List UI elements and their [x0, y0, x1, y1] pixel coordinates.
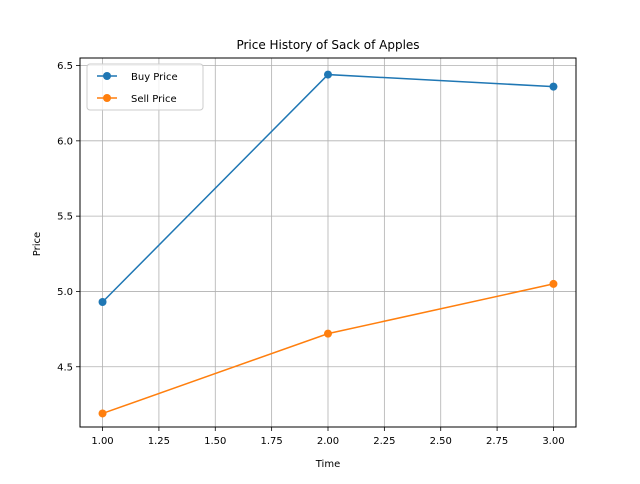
chart-title: Price History of Sack of Apples: [236, 38, 419, 52]
legend-swatch-marker: [103, 94, 111, 102]
grid: [80, 58, 576, 427]
data-point: [324, 70, 332, 79]
x-tick-label: 2.75: [486, 436, 508, 447]
x-tick-label: 2.50: [430, 436, 452, 447]
legend: Buy Price Sell Price: [86, 63, 204, 111]
y-axis: 4.5 5.0 5.5 6.0 6.5: [57, 61, 80, 373]
x-tick-label: 3.00: [542, 436, 564, 447]
x-axis-label: Time: [315, 459, 340, 470]
y-tick-label: 5.5: [57, 212, 73, 223]
x-tick-label: 2.25: [373, 436, 395, 447]
y-tick-label: 6.5: [57, 61, 73, 72]
y-axis-label: Price: [32, 232, 43, 256]
y-tick-label: 6.0: [57, 136, 73, 147]
x-axis: 1.00 1.25 1.50 1.75 2.00 2.25 2.50 2.75 3.00: [91, 427, 565, 447]
x-tick-label: 1.00: [91, 436, 113, 447]
y-tick-label: 4.5: [57, 362, 73, 373]
legend-label: Sell Price: [131, 94, 177, 105]
data-point: [98, 409, 107, 418]
data-point: [98, 297, 107, 306]
x-tick-label: 1.50: [204, 436, 226, 447]
data-point: [324, 329, 332, 338]
x-tick-label: 2.00: [317, 436, 339, 447]
data-point: [549, 279, 558, 288]
legend-label: Buy Price: [131, 72, 178, 83]
data-point: [549, 82, 558, 91]
series-layer: [98, 70, 558, 418]
x-tick-label: 1.75: [261, 436, 283, 447]
x-tick-label: 1.25: [148, 436, 170, 447]
legend-swatch-marker: [103, 72, 111, 80]
y-tick-label: 5.0: [57, 287, 73, 298]
